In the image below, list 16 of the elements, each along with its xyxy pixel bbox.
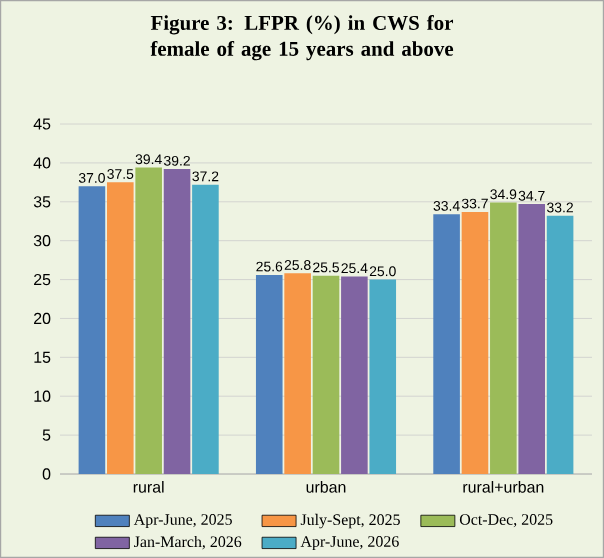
bar bbox=[518, 204, 546, 474]
bar bbox=[255, 274, 283, 474]
bar bbox=[369, 279, 397, 474]
bar bbox=[163, 169, 191, 474]
bar bbox=[192, 184, 219, 474]
bar bbox=[284, 273, 311, 474]
bar bbox=[433, 214, 460, 474]
bar bbox=[546, 215, 574, 474]
bar bbox=[341, 276, 368, 474]
bar bbox=[461, 211, 489, 474]
chart-title: Figure 3: LFPR (%) in CWS for female of age 15 years and above bbox=[150, 15, 454, 61]
bar bbox=[78, 186, 106, 474]
bar bbox=[106, 182, 134, 474]
bar bbox=[312, 275, 340, 474]
bar bbox=[490, 202, 517, 474]
bar bbox=[135, 167, 162, 474]
